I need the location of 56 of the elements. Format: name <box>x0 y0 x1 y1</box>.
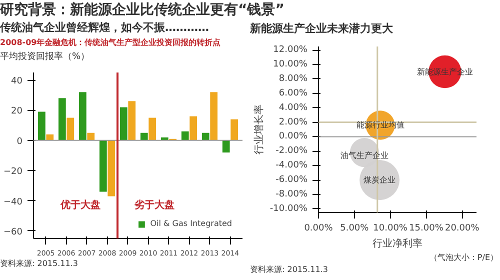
y-tick-label: 20 <box>11 106 23 117</box>
bar <box>38 112 46 140</box>
y-tick-label: −20 <box>4 167 23 178</box>
y-tick-label: 0.00% <box>278 132 308 142</box>
bar <box>108 140 116 196</box>
bar <box>46 134 54 140</box>
y-tick-label: 4.00% <box>278 102 308 113</box>
annotation: 劣于大盘 <box>133 198 174 211</box>
bar <box>222 140 230 152</box>
y-tick-label: 40 <box>11 76 23 87</box>
chart-subtitle: 传统油气企业曾经辉煌，如今不振………… <box>0 20 209 36</box>
chart-title: 研究背景：新能源企业比传统企业更有“钱景” <box>0 0 284 20</box>
bar <box>78 92 86 140</box>
bar <box>202 132 210 140</box>
annotation: 优于大盘 <box>60 198 101 211</box>
y-tick-label: −60 <box>4 227 23 238</box>
bar <box>210 92 218 140</box>
x-tick-label: 15.00% <box>409 224 444 234</box>
y-axis-title: 行业增长率 <box>252 104 265 154</box>
text: （气泡大小：P/E） <box>429 252 498 264</box>
ref-line-label: 2008-09年金融危机：传统油气生产型企业投资回报的转折点 <box>0 37 221 49</box>
y-tick-label: 8.00% <box>278 74 308 84</box>
bar <box>230 119 238 140</box>
legend-label: Oil & Gas Integrated <box>150 219 232 228</box>
x-tick-label: 5.00% <box>340 224 370 234</box>
bar <box>148 118 156 140</box>
bar <box>128 101 136 140</box>
x-tick-label: 20.00% <box>444 224 480 234</box>
bar <box>140 132 148 140</box>
y-tick-label: -10.00% <box>270 204 308 214</box>
y-tick-label: 2.00% <box>278 117 308 128</box>
bar <box>120 107 128 140</box>
y-tick-label: 12.00% <box>273 45 308 56</box>
y-tick-label: 6.00% <box>278 88 308 98</box>
x-axis-title: 行业净利率 <box>372 238 422 250</box>
annotation: 油气生产企业 <box>340 150 388 160</box>
y-tick-label: -2.00% <box>276 146 308 156</box>
text: 资料来源: 2015.11.3 <box>0 258 78 270</box>
annotation: 煤炭企业 <box>364 176 396 185</box>
text: 资料来源: 2015.11.3 <box>250 264 328 276</box>
y-tick-label: -4.00% <box>276 160 308 171</box>
x-tick-label: 10.00% <box>373 224 408 234</box>
bar <box>99 140 107 192</box>
bar <box>181 131 189 140</box>
y-tick-label: 0 <box>16 136 23 147</box>
bar <box>87 132 95 140</box>
bar <box>66 118 74 140</box>
y-tick-label: −40 <box>4 197 23 208</box>
y-tick-label: -8.00% <box>276 189 308 200</box>
bar <box>190 116 198 140</box>
y-tick-label: 10.00% <box>273 60 308 70</box>
chart-title: 新能源生产企业未来潜力更大 <box>250 21 393 37</box>
y-axis-title: 平均投资回报率（%） <box>0 50 90 64</box>
bar <box>58 98 66 140</box>
x-tick-label: 0.00% <box>304 224 334 234</box>
y-tick-label: -6.00% <box>276 175 308 186</box>
